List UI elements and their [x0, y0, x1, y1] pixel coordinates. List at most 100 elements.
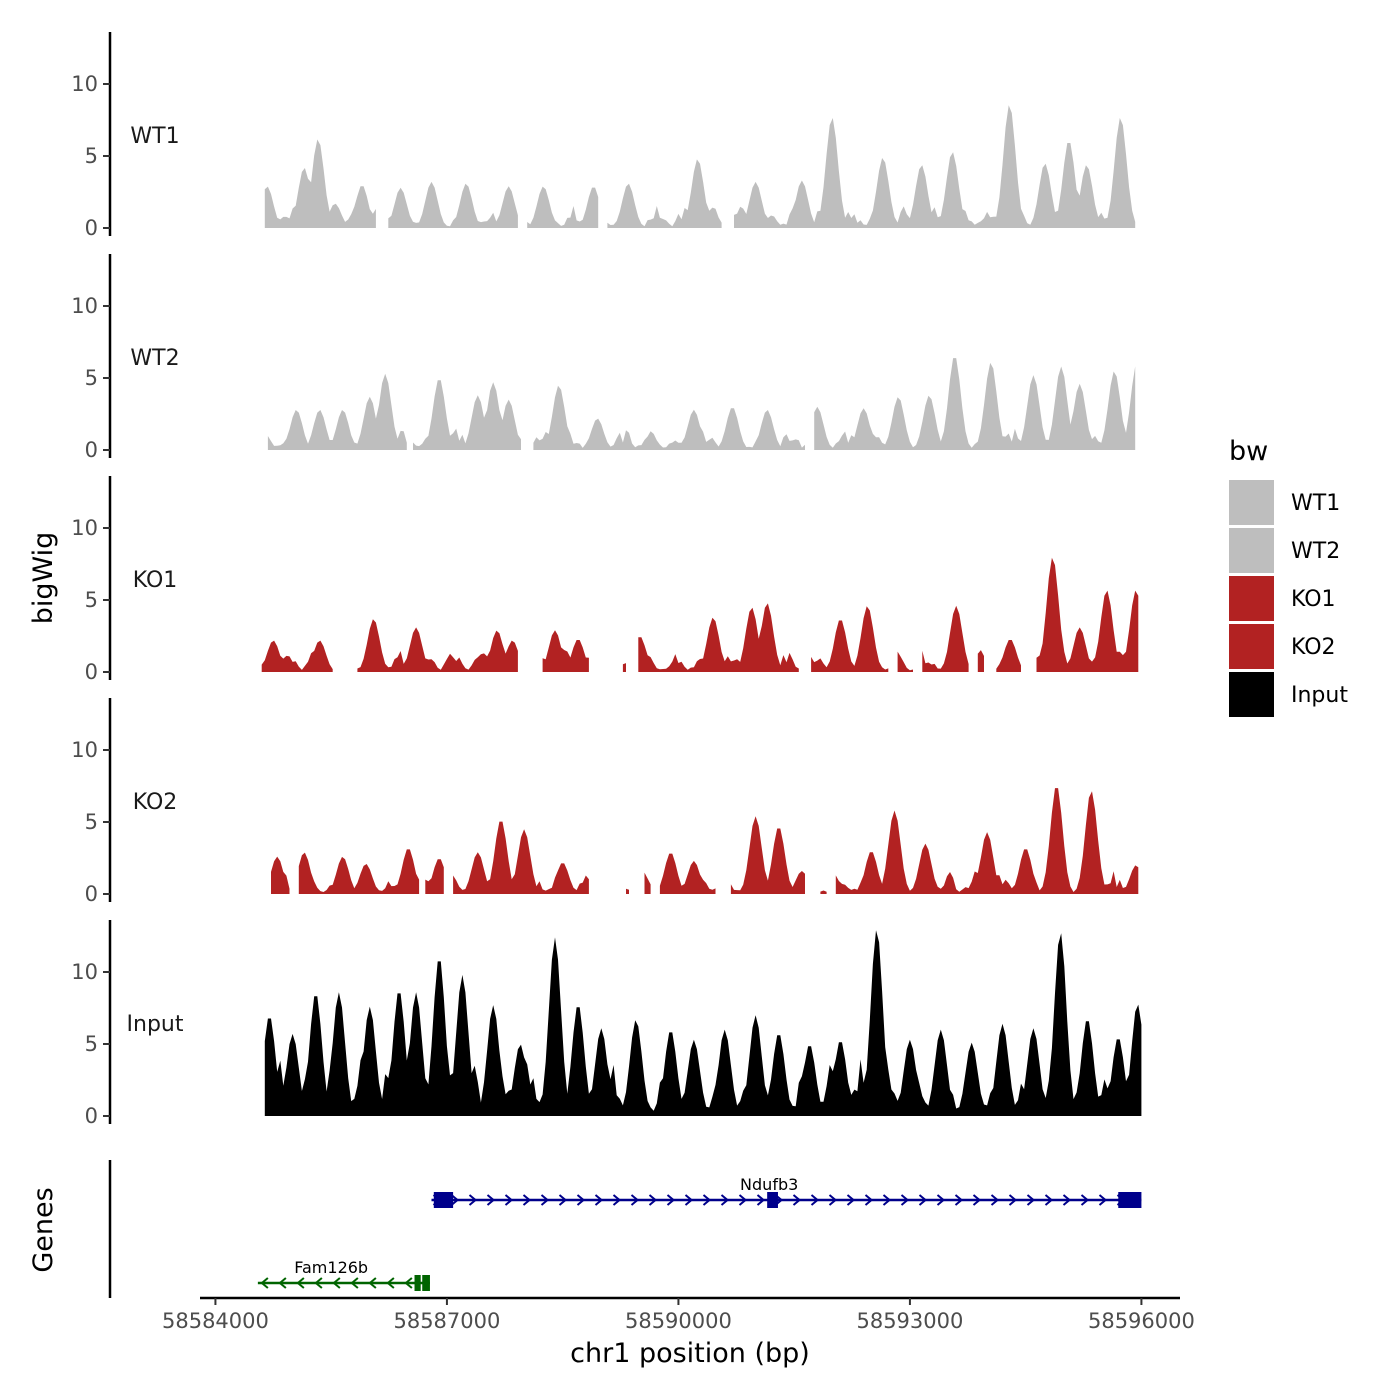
strand-chevron: [1080, 1194, 1090, 1206]
coverage-area-ko2: [659, 853, 716, 894]
legend-swatch: [1229, 480, 1274, 525]
coverage-area-wt1: [388, 181, 518, 228]
coverage-area-ko2: [644, 872, 651, 894]
gene-ndufb3: Ndufb3: [431, 1175, 1142, 1208]
strand-chevron: [684, 1194, 694, 1206]
coverage-area-ko1: [922, 605, 969, 672]
track-ko1: 0 5 10 KO1: [71, 476, 1139, 684]
track-wt2: 0 5 10 WT2: [71, 254, 1136, 462]
exon: [422, 1275, 430, 1291]
legend-label: Input: [1291, 683, 1348, 708]
legend-swatch: [1229, 624, 1274, 669]
coverage-area-wt2: [267, 373, 407, 450]
coverage-area-ko1: [811, 606, 889, 672]
coverage-area-ko2: [730, 816, 805, 894]
strand-chevron: [810, 1194, 820, 1206]
strand-chevron: [936, 1194, 946, 1206]
track-label-input: Input: [127, 1012, 184, 1037]
legend-label: WT2: [1291, 539, 1340, 564]
coverage-area-wt1: [734, 105, 1136, 228]
coverage-area-ko1: [897, 651, 913, 672]
coverage-area-wt1: [607, 159, 722, 228]
legend-entry-ko2: KO2: [1229, 624, 1336, 669]
strand-chevron: [404, 1277, 413, 1289]
strand-chevron: [522, 1194, 532, 1206]
coverage-area-ko1: [638, 603, 799, 672]
y-tick-label: 0: [85, 438, 98, 462]
legend: bw WT1 WT2 KO1 KO2 Input: [1229, 436, 1348, 717]
strand-chevron: [612, 1194, 622, 1206]
strand-chevron: [540, 1194, 550, 1206]
legend-label: WT1: [1291, 491, 1340, 516]
x-tick-label: 58584000: [162, 1309, 269, 1333]
exon: [433, 1192, 454, 1208]
strand-chevron: [972, 1194, 982, 1206]
legend-entry-wt1: WT1: [1229, 480, 1340, 525]
x-axis-title: chr1 position (bp): [570, 1338, 810, 1369]
exon: [767, 1192, 778, 1208]
strand-chevron: [314, 1277, 323, 1289]
strand-chevron: [900, 1194, 910, 1206]
strand-chevron: [504, 1194, 514, 1206]
coverage-area-wt2: [413, 380, 521, 450]
strand-chevron: [702, 1194, 712, 1206]
x-tick-label: 58593000: [856, 1309, 963, 1333]
strand-chevron: [332, 1277, 341, 1289]
legend-entry-ko1: KO1: [1229, 576, 1336, 621]
strand-chevron: [278, 1277, 287, 1289]
strand-chevron: [1098, 1194, 1108, 1206]
strand-chevron: [738, 1194, 748, 1206]
track-wt1: 0 5 10 WT1: [71, 32, 1136, 240]
y-tick-label: 5: [85, 1032, 98, 1056]
strand-chevron: [468, 1194, 478, 1206]
strand-chevron: [846, 1194, 856, 1206]
strand-chevron: [576, 1194, 586, 1206]
coverage-area-ko1: [1036, 557, 1139, 672]
track-label-wt1: WT1: [130, 124, 179, 149]
genes-panel: Ndufb3 Fam126b: [108, 1160, 1142, 1298]
track-label-ko2: KO2: [133, 790, 178, 815]
track-label-ko1: KO1: [133, 568, 178, 593]
track-label-wt2: WT2: [130, 346, 179, 371]
y-tick-label: 0: [85, 216, 98, 240]
coverage-area-ko2: [626, 888, 629, 894]
y-tick-label: 0: [85, 1104, 98, 1128]
coverage-area-ko2: [271, 856, 290, 894]
strand-chevron: [296, 1277, 305, 1289]
strand-chevron: [558, 1194, 568, 1206]
strand-chevron: [486, 1194, 496, 1206]
gene-fam126b: Fam126b: [257, 1258, 430, 1291]
x-tick-label: 58587000: [393, 1309, 500, 1333]
strand-chevron: [756, 1194, 766, 1206]
track-ko2: 0 5 10 KO2: [71, 698, 1139, 906]
y-tick-label: 5: [85, 366, 98, 390]
coverage-area-ko1: [996, 640, 1021, 672]
coverage-area-wt2: [814, 358, 1136, 450]
strand-chevron: [990, 1194, 1000, 1206]
strand-chevron: [882, 1194, 892, 1206]
legend-title: bw: [1229, 436, 1268, 467]
strand-chevron: [594, 1194, 604, 1206]
x-axis: 58584000 58587000 58590000 58593000 58596000: [162, 1296, 1195, 1333]
strand-chevron: [648, 1194, 658, 1206]
strand-chevron: [792, 1194, 802, 1206]
legend-label: KO2: [1291, 635, 1336, 660]
legend-entry-input: Input: [1229, 672, 1348, 717]
strand-chevron: [828, 1194, 838, 1206]
coverage-area-ko2: [298, 849, 420, 894]
strand-chevron: [1044, 1194, 1054, 1206]
strand-chevron: [450, 1194, 460, 1206]
legend-entry-wt2: WT2: [1229, 528, 1340, 573]
coverage-area-ko1: [357, 619, 518, 672]
strand-chevron: [350, 1277, 359, 1289]
strand-chevron: [720, 1194, 730, 1206]
coverage-area-ko1: [622, 663, 626, 672]
y-tick-label: 0: [85, 882, 98, 906]
coverage-area-wt2: [533, 385, 805, 450]
strand-chevron: [368, 1277, 377, 1289]
y-tick-label: 5: [85, 144, 98, 168]
strand-chevron: [918, 1194, 928, 1206]
coverage-area-ko1: [261, 640, 333, 672]
coverage-area-ko2: [425, 859, 444, 894]
y-tick-label: 0: [85, 660, 98, 684]
